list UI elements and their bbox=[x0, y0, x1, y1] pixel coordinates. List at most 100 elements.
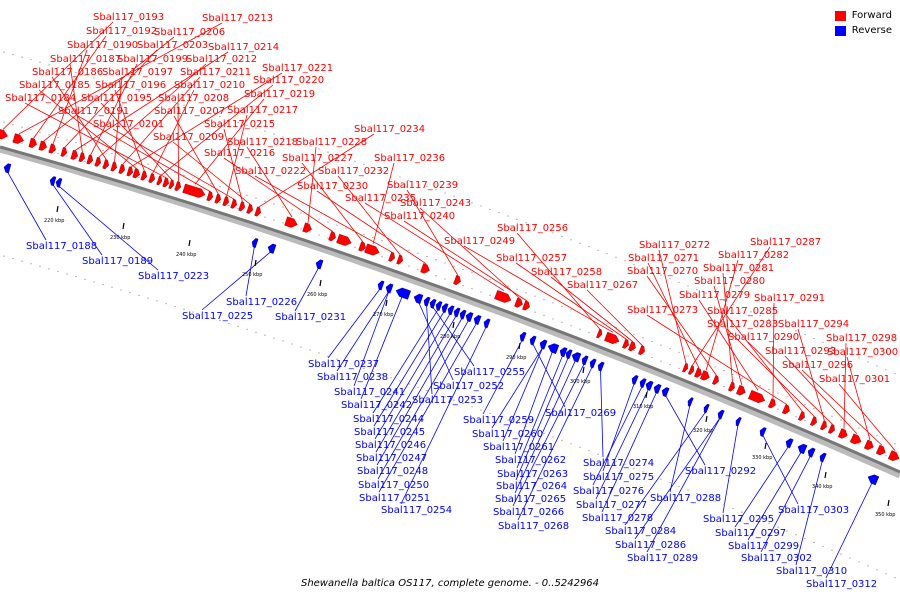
reverse-gene-label[interactable]: Sbal117_0278 bbox=[582, 513, 653, 524]
forward-gene-label[interactable]: Sbal117_0186 bbox=[32, 67, 103, 78]
forward-gene[interactable] bbox=[148, 173, 156, 184]
reverse-gene-label[interactable]: Sbal117_0295 bbox=[703, 514, 774, 525]
reverse-gene[interactable] bbox=[251, 238, 259, 248]
forward-gene-label[interactable]: Sbal117_0298 bbox=[826, 333, 897, 344]
forward-gene-label[interactable]: Sbal117_0235 bbox=[345, 193, 416, 204]
forward-gene[interactable] bbox=[748, 390, 766, 404]
reverse-gene-label[interactable]: Sbal117_0225 bbox=[182, 311, 253, 322]
forward-gene-label[interactable]: Sbal117_0209 bbox=[153, 132, 224, 143]
reverse-gene-label[interactable]: Sbal117_0231 bbox=[275, 312, 346, 323]
reverse-gene-arrow[interactable] bbox=[588, 358, 597, 369]
forward-gene-arrow[interactable] bbox=[174, 181, 182, 192]
reverse-gene-label[interactable]: Sbal117_0244 bbox=[353, 414, 424, 425]
forward-gene[interactable] bbox=[162, 177, 170, 188]
forward-gene[interactable] bbox=[396, 254, 405, 265]
reverse-gene-label[interactable]: Sbal117_0261 bbox=[483, 442, 554, 453]
forward-gene[interactable] bbox=[174, 181, 182, 192]
forward-gene-arrow[interactable] bbox=[148, 173, 156, 184]
forward-gene[interactable] bbox=[230, 198, 239, 209]
forward-gene[interactable] bbox=[628, 341, 637, 353]
forward-gene[interactable] bbox=[688, 365, 695, 376]
forward-gene-label[interactable]: Sbal117_0219 bbox=[244, 89, 315, 100]
forward-gene-arrow[interactable] bbox=[388, 251, 397, 262]
forward-gene-label[interactable]: Sbal117_0283 bbox=[707, 319, 778, 330]
forward-gene[interactable] bbox=[110, 161, 118, 172]
forward-gene-label[interactable]: Sbal117_0211 bbox=[180, 67, 251, 78]
reverse-gene[interactable] bbox=[458, 309, 467, 320]
forward-gene-arrow[interactable] bbox=[622, 338, 630, 349]
forward-gene-label[interactable]: Sbal117_0208 bbox=[158, 93, 229, 104]
forward-gene-arrow[interactable] bbox=[206, 191, 214, 202]
reverse-gene-arrow[interactable] bbox=[564, 349, 573, 360]
forward-gene[interactable] bbox=[118, 164, 126, 174]
reverse-gene-arrow[interactable] bbox=[55, 177, 63, 188]
reverse-gene[interactable] bbox=[267, 243, 277, 254]
forward-gene-arrow[interactable] bbox=[819, 420, 828, 431]
reverse-gene-label[interactable]: Sbal117_0223 bbox=[138, 271, 209, 282]
reverse-gene-label[interactable]: Sbal117_0255 bbox=[454, 367, 525, 378]
forward-gene-label[interactable]: Sbal117_0227 bbox=[282, 153, 353, 164]
reverse-gene-arrow[interactable] bbox=[570, 351, 582, 363]
forward-gene-label[interactable]: Sbal117_0291 bbox=[754, 293, 825, 304]
forward-gene-label[interactable]: Sbal117_0281 bbox=[703, 263, 774, 274]
forward-gene[interactable] bbox=[70, 149, 79, 160]
forward-gene[interactable] bbox=[86, 154, 94, 165]
reverse-gene[interactable] bbox=[580, 355, 589, 366]
reverse-gene[interactable] bbox=[546, 342, 560, 355]
reverse-gene-label[interactable]: Sbal117_0302 bbox=[741, 553, 812, 564]
reverse-gene-arrow[interactable] bbox=[652, 383, 662, 394]
forward-gene-label[interactable]: Sbal117_0228 bbox=[296, 137, 367, 148]
reverse-gene[interactable] bbox=[538, 339, 548, 350]
forward-gene[interactable] bbox=[28, 137, 38, 149]
forward-gene[interactable] bbox=[12, 133, 25, 145]
forward-gene-label[interactable]: Sbal117_0190 bbox=[67, 40, 138, 51]
forward-gene-arrow[interactable] bbox=[182, 183, 207, 199]
forward-gene-label[interactable]: Sbal117_0191 bbox=[58, 106, 129, 117]
forward-gene-label[interactable]: Sbal117_0249 bbox=[444, 236, 515, 247]
reverse-gene[interactable] bbox=[570, 351, 582, 363]
reverse-gene-arrow[interactable] bbox=[796, 442, 808, 455]
forward-gene[interactable] bbox=[358, 241, 368, 252]
reverse-gene-label[interactable]: Sbal117_0262 bbox=[495, 455, 566, 466]
forward-gene[interactable] bbox=[388, 251, 397, 262]
reverse-gene-arrow[interactable] bbox=[558, 346, 568, 358]
reverse-gene[interactable] bbox=[734, 416, 742, 427]
forward-gene-label[interactable]: Sbal117_0301 bbox=[819, 374, 890, 385]
reverse-gene-label[interactable]: Sbal117_0252 bbox=[433, 381, 504, 392]
forward-gene-label[interactable]: Sbal117_0197 bbox=[102, 67, 173, 78]
forward-gene-arrow[interactable] bbox=[827, 423, 836, 434]
reverse-gene[interactable] bbox=[315, 259, 324, 270]
reverse-gene[interactable] bbox=[818, 452, 827, 463]
reverse-gene-arrow[interactable] bbox=[458, 309, 467, 320]
forward-gene-arrow[interactable] bbox=[48, 143, 57, 154]
reverse-gene[interactable] bbox=[588, 358, 597, 369]
forward-gene-label[interactable]: Sbal117_0193 bbox=[93, 12, 164, 23]
forward-gene[interactable] bbox=[60, 147, 68, 157]
reverse-gene-label[interactable]: Sbal117_0275 bbox=[583, 472, 654, 483]
forward-gene-arrow[interactable] bbox=[700, 370, 711, 381]
forward-gene[interactable] bbox=[336, 233, 353, 247]
forward-gene-arrow[interactable] bbox=[222, 196, 231, 207]
forward-gene[interactable] bbox=[797, 411, 806, 421]
forward-gene[interactable] bbox=[48, 143, 57, 154]
forward-gene-label[interactable]: Sbal117_0192 bbox=[86, 26, 157, 37]
forward-gene-arrow[interactable] bbox=[246, 204, 255, 214]
reverse-gene[interactable] bbox=[686, 397, 694, 407]
reverse-gene[interactable] bbox=[518, 331, 527, 342]
reverse-gene[interactable] bbox=[464, 311, 474, 323]
forward-gene-label[interactable]: Sbal117_0279 bbox=[679, 290, 750, 301]
forward-gene-arrow[interactable] bbox=[70, 149, 79, 160]
forward-gene-arrow[interactable] bbox=[809, 416, 818, 426]
reverse-gene[interactable] bbox=[866, 473, 880, 486]
forward-gene-label[interactable]: Sbal117_0290 bbox=[728, 332, 799, 343]
forward-gene[interactable] bbox=[182, 183, 207, 199]
forward-gene[interactable] bbox=[328, 231, 338, 242]
forward-gene-label[interactable]: Sbal117_0239 bbox=[387, 180, 458, 191]
forward-gene-arrow[interactable] bbox=[453, 275, 462, 286]
reverse-gene-arrow[interactable] bbox=[644, 380, 654, 391]
forward-gene[interactable] bbox=[694, 367, 703, 379]
forward-gene-arrow[interactable] bbox=[336, 233, 353, 247]
forward-gene-arrow[interactable] bbox=[38, 140, 48, 152]
forward-gene-label[interactable]: Sbal117_0234 bbox=[354, 124, 425, 135]
forward-gene-label[interactable]: Sbal117_0285 bbox=[707, 306, 778, 317]
